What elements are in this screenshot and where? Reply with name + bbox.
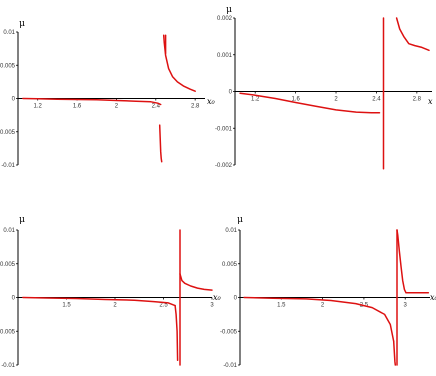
y-tick-label: 0.01 <box>3 30 15 36</box>
x-tick-label: 1.2 <box>34 104 43 110</box>
x-tick-label: 3 <box>404 303 408 309</box>
series-line-4 <box>179 273 213 291</box>
y-tick-label: 0 <box>12 97 16 103</box>
chart-panel-3: 0.01 0.005 0 -0.005 -0.01 1.5 2 2.5 3 μ x₀ <box>0 215 222 369</box>
series-line-3 <box>395 17 430 52</box>
y-tick-label: 0.005 <box>222 262 238 268</box>
y-axis-label: μ <box>237 215 243 225</box>
series-line-1 <box>22 296 176 307</box>
x-tick-label: 2.5 <box>159 303 168 309</box>
y-tick-label: -0.001 <box>215 126 233 132</box>
y-tick-label: -0.005 <box>220 329 238 335</box>
x-tick-label: 2.8 <box>191 104 200 110</box>
y-tick-label: 0 <box>234 296 238 302</box>
x-tick-label: 2.4 <box>152 104 161 110</box>
x-tick-label: 1.6 <box>291 97 300 103</box>
x-axis-label: x₀ <box>213 293 222 302</box>
y-tick-label: 0.01 <box>225 228 237 234</box>
series-line-1 <box>239 92 381 114</box>
y-tick-label: 0.005 <box>0 63 16 69</box>
y-tick-label: -0.01 <box>1 163 15 169</box>
chart-panel-2: 0.002 0.001 0 -0.001 -0.002 1.2 1.6 2 2.4 2.8 μ x <box>215 5 433 170</box>
x-axis-label: x₀ <box>430 293 436 302</box>
series-line-1 <box>22 97 162 106</box>
y-tick-label: -0.01 <box>223 363 237 369</box>
series-line-2 <box>392 340 397 366</box>
y-tick-label: 0.001 <box>217 53 233 59</box>
x-axis-label: x <box>428 97 433 106</box>
x-tick-label: 2 <box>334 97 338 103</box>
y-axis-label: μ <box>19 215 25 225</box>
x-tick-label: 1.5 <box>62 303 71 309</box>
x-tick-label: 2 <box>321 303 325 309</box>
y-tick-label: 0.01 <box>3 228 15 234</box>
series-line-1 <box>243 296 395 343</box>
y-tick-label: -0.005 <box>0 329 16 335</box>
x-tick-label: 2.8 <box>413 97 422 103</box>
y-tick-label: -0.01 <box>1 363 15 369</box>
x-axis-label: x₀ <box>207 97 216 106</box>
y-tick-label: -0.002 <box>215 163 233 169</box>
series-line-2 <box>158 124 163 163</box>
y-axis-label: μ <box>19 19 25 29</box>
x-tick-label: 2 <box>113 303 117 309</box>
x-tick-label: 1.2 <box>251 97 260 103</box>
y-tick-label: 0.002 <box>217 16 233 22</box>
x-tick-label: 1.5 <box>277 303 286 309</box>
y-tick-label: 0 <box>12 296 16 302</box>
y-tick-label: -0.005 <box>0 130 16 136</box>
y-tick-label: 0 <box>229 90 233 96</box>
x-tick-label: 1.6 <box>73 104 82 110</box>
x-tick-label: 3 <box>210 303 214 309</box>
series-line-3 <box>162 34 196 92</box>
x-tick-label: 2.4 <box>372 97 381 103</box>
y-axis-label: μ <box>226 5 232 15</box>
x-tick-label: 2 <box>115 104 119 110</box>
y-tick-label: 0.005 <box>0 262 16 268</box>
chart-panel-1: 0.01 0.005 0 -0.005 -0.01 1.2 1.6 2 2.4 2.8 μ x₀ <box>0 19 216 169</box>
series-line-2 <box>174 304 179 362</box>
series-line-4 <box>396 229 409 294</box>
